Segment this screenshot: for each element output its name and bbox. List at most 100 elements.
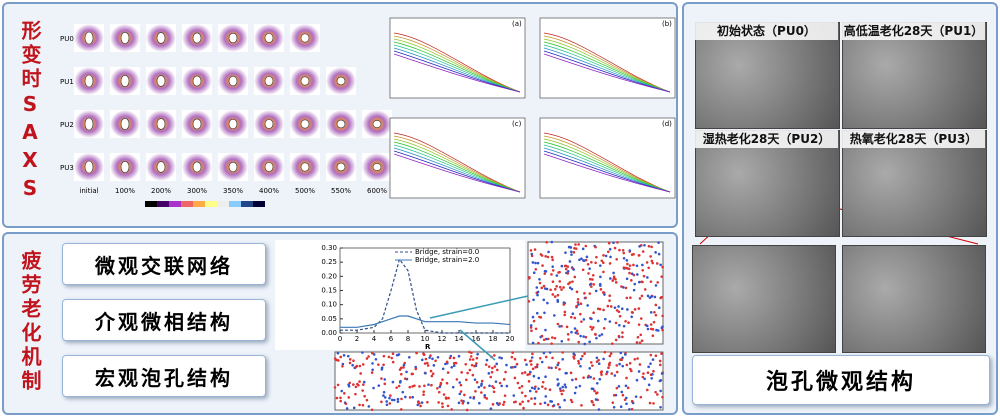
md-bead [630,279,633,282]
md-bead [542,298,546,302]
legend-label: Bridge, strain=2.0 [415,256,479,264]
md-bead [641,263,644,267]
saxs-core [264,162,274,172]
md-bead [439,381,443,385]
md-bead [616,241,619,244]
md-bead [520,371,524,375]
md-bead [344,402,348,406]
md-bead [615,309,619,312]
md-bead [466,401,470,405]
md-bead [494,380,498,383]
md-bead [393,398,396,402]
md-bead [429,354,432,357]
md-bead [632,263,635,267]
md-bead [476,352,479,356]
md-bead [537,387,540,390]
md-bead [550,342,553,345]
md-bead [590,317,593,321]
md-bead [402,366,405,369]
md-bead [469,355,473,358]
md-bead [637,307,641,310]
md-bead [512,394,516,397]
saxs-core [336,76,346,86]
md-bead [457,401,461,405]
md-bead [564,267,568,271]
strain-label: 500% [295,187,315,195]
md-bead [584,296,587,300]
md-bead [621,249,625,252]
saxs-core [84,31,94,45]
saxs-core [192,32,202,44]
md-bead [478,401,481,405]
md-bead [546,301,549,305]
md-bead [623,398,627,402]
md-bead [390,398,394,402]
md-bead [541,385,544,388]
md-bead [549,288,552,292]
colorbar [217,201,229,207]
md-bead [549,400,552,403]
md-bead [625,376,628,380]
md-bead [583,342,587,346]
md-bead [404,395,407,399]
md-bead [624,319,627,323]
md-bead [566,332,570,336]
md-bead [533,248,537,251]
row-label: PU2 [60,121,74,129]
md-bead [458,392,462,396]
md-bead [554,366,558,369]
md-bead [441,405,444,409]
saxs-core [156,118,166,130]
md-bead [550,273,553,276]
md-bead [518,402,522,406]
md-bead [477,385,481,389]
md-bead [387,355,391,359]
md-bead [365,398,369,402]
md-bead [471,373,475,377]
md-bead [570,287,574,291]
md-bead [639,317,643,320]
md-bead [367,355,370,358]
md-bead [614,277,617,281]
md-bead [485,397,489,400]
md-bead [592,283,596,286]
md-bead [483,386,486,389]
md-bead [399,408,403,411]
md-bead [651,358,655,361]
row-label: PU3 [60,164,74,172]
md-bead [585,255,589,259]
md-bead [407,355,411,359]
md-bead [660,352,663,355]
md-bead [436,355,440,359]
sem-label: 初始状态（PU0） [695,22,838,40]
md-bead [533,387,536,390]
md-bead [543,401,547,405]
md-bead [544,355,548,359]
md-bead [620,390,624,394]
saxs-core [156,75,166,87]
y-tick-label: 0.10 [321,301,337,309]
md-bead [556,300,560,303]
md-bead [432,364,436,367]
md-bead [588,367,591,370]
md-bead [348,357,352,361]
md-bead [629,296,632,300]
sem-zoom [842,245,986,353]
md-bead [553,336,557,340]
md-bead [441,402,444,405]
sem-label: 湿热老化28天（PU2） [695,130,838,148]
md-bead [500,384,503,388]
saxs-core [300,76,310,86]
md-bead [658,363,662,367]
md-bead [531,261,535,264]
md-bead [568,260,572,263]
md-bead [612,275,616,278]
md-bead [483,395,487,399]
md-bead [558,405,562,409]
md-bead [354,392,357,396]
md-bead [446,371,450,374]
md-bead [562,286,565,289]
md-bead [502,403,505,406]
md-bead [535,311,539,315]
md-bead [533,397,537,400]
